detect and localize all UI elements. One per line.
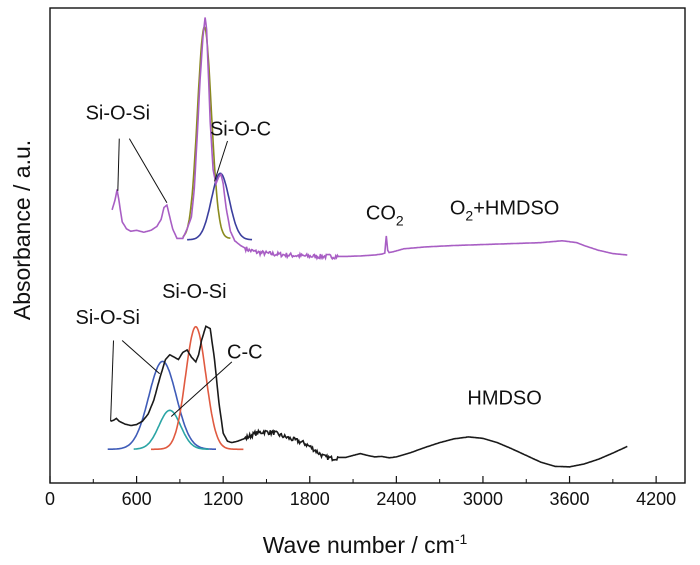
x-axis-title: Wave number / cm-1 bbox=[263, 531, 468, 558]
leader-line bbox=[170, 361, 233, 417]
x-tick-label: 2400 bbox=[376, 489, 416, 509]
peak-label: Si-O-Si bbox=[76, 307, 140, 329]
fit-peak-780 bbox=[107, 360, 216, 450]
x-tick-label: 1800 bbox=[290, 489, 330, 509]
leader-line bbox=[110, 340, 114, 422]
leader-line bbox=[128, 138, 168, 204]
leader-line bbox=[121, 340, 161, 375]
x-tick-label: 600 bbox=[122, 489, 152, 509]
peak-label: Si-O-C bbox=[210, 118, 271, 140]
fit-peak-830 bbox=[133, 409, 209, 450]
peak-label: CO2 bbox=[366, 202, 404, 228]
fit-peak-1180 bbox=[187, 172, 253, 241]
axes: 0 600 1200 1800 2400 3000 3600 4200 bbox=[45, 7, 686, 509]
peak-label: C-C bbox=[227, 342, 263, 364]
annotations: Si-O-SiSi-O-SiSi-O-CCO2Si-O-SiSi-O-SiC-C… bbox=[76, 103, 559, 422]
peak-label: Si-O-Si bbox=[162, 281, 226, 303]
leader-line bbox=[214, 140, 228, 182]
x-tick-label: 0 bbox=[45, 489, 55, 509]
series-line-O2+HMDSO bbox=[111, 17, 628, 261]
leader-line bbox=[117, 138, 120, 191]
series-line-HMDSO bbox=[110, 325, 628, 468]
spectra bbox=[110, 17, 628, 468]
y-axis-title: Absorbance / a.u. bbox=[9, 140, 35, 320]
axis-titles: Absorbance / a.u. Wave number / cm-1 bbox=[9, 140, 468, 558]
x-axis-title-sup: -1 bbox=[455, 531, 468, 547]
series-label-HMDSO: HMDSO bbox=[467, 388, 541, 410]
x-tick-label: 3600 bbox=[550, 489, 590, 509]
peak-label: Si-O-Si bbox=[86, 103, 150, 125]
x-tick-label: 4200 bbox=[636, 489, 676, 509]
plot-frame bbox=[49, 7, 686, 484]
x-tick-label: 1200 bbox=[203, 489, 243, 509]
x-axis-title-main: Wave number / cm bbox=[263, 532, 455, 558]
x-tick-label: 3000 bbox=[463, 489, 503, 509]
fit-peak-1010 bbox=[151, 325, 244, 451]
series-label-O2+HMDSO: O2+HMDSO bbox=[450, 198, 559, 224]
